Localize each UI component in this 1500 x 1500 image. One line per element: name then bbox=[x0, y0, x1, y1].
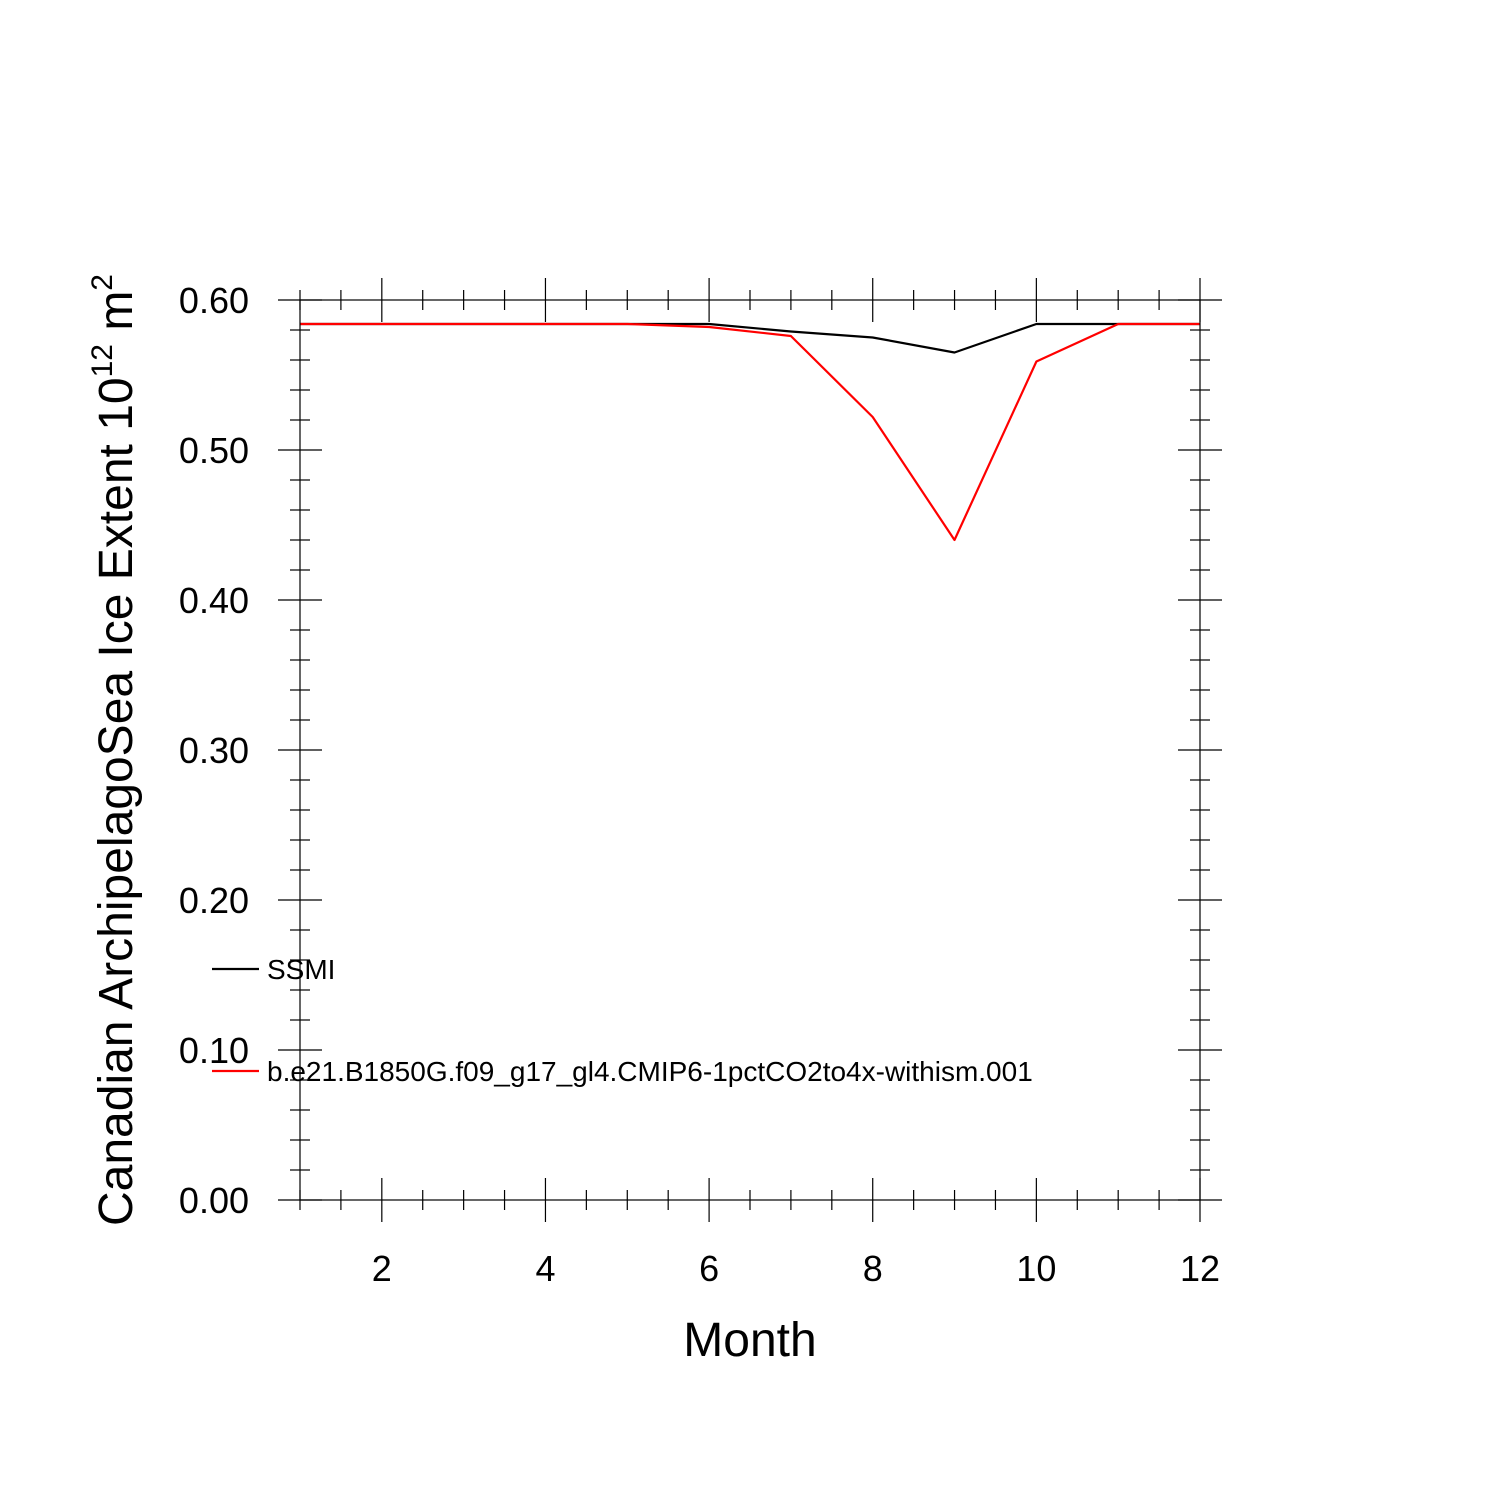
y-axis-title: Canadian ArchipelagoSea Ice Extent 1012 … bbox=[86, 274, 143, 1226]
x-tick-label: 10 bbox=[1016, 1248, 1056, 1289]
y-axis-title-unit: m bbox=[90, 291, 143, 344]
legend-label: SSMI bbox=[267, 954, 335, 985]
x-axis-title: Month bbox=[683, 1314, 816, 1367]
x-tick-label: 8 bbox=[863, 1248, 883, 1289]
minor-ticks bbox=[290, 290, 1210, 1210]
y-tick-label: 0.60 bbox=[179, 280, 249, 321]
y-tick-label: 0.20 bbox=[179, 880, 249, 921]
legend-label: b.e21.B1850G.f09_g17_gl4.CMIP6-1pctCO2to… bbox=[267, 1056, 1033, 1087]
x-tick-label: 6 bbox=[699, 1248, 719, 1289]
y-tick-label: 0.40 bbox=[179, 580, 249, 621]
plot-frame bbox=[299, 299, 1201, 1201]
y-tick-labels: 0.00 0.10 0.20 0.30 0.40 0.50 0.60 bbox=[179, 280, 249, 1221]
y-axis-title-main: Canadian ArchipelagoSea Ice Extent 10 bbox=[90, 377, 143, 1226]
x-tick-label: 4 bbox=[535, 1248, 555, 1289]
series-line-model bbox=[300, 322, 1200, 542]
series-lines bbox=[300, 322, 1200, 542]
y-tick-label: 0.50 bbox=[179, 430, 249, 471]
x-tick-label: 12 bbox=[1180, 1248, 1220, 1289]
x-tick-labels: 2 4 6 8 10 12 bbox=[372, 1248, 1220, 1289]
y-axis-title-superscript-exponent: 12 bbox=[86, 344, 119, 377]
y-tick-label: 0.30 bbox=[179, 730, 249, 771]
legend: SSMI b.e21.B1850G.f09_g17_gl4.CMIP6-1pctC… bbox=[212, 954, 1033, 1087]
y-tick-label: 0.10 bbox=[179, 1030, 249, 1071]
y-tick-label: 0.00 bbox=[179, 1180, 249, 1221]
y-axis-title-superscript-power: 2 bbox=[86, 274, 119, 291]
x-tick-label: 2 bbox=[372, 1248, 392, 1289]
